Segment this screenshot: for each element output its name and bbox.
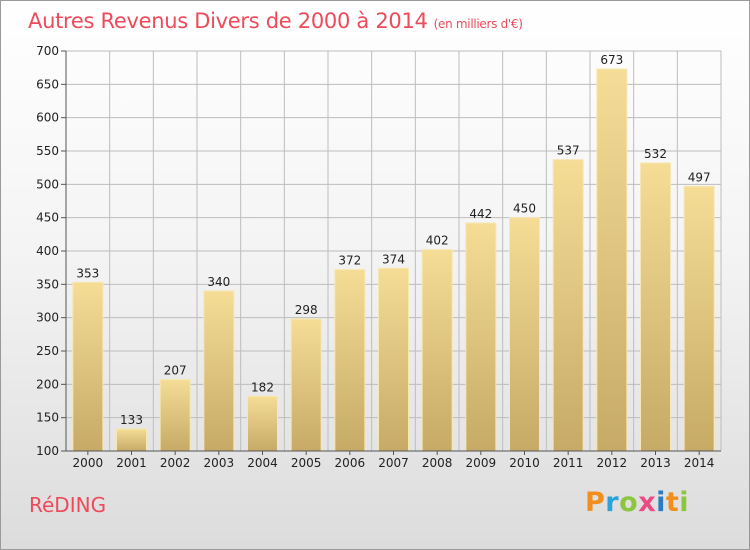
data-label: 374 [382, 252, 405, 266]
data-label: 182 [251, 380, 274, 394]
y-tick-label: 650 [36, 77, 59, 91]
bar-2002[interactable] [159, 379, 191, 452]
commune-name: RéDING [29, 493, 107, 517]
logo-letter: i [656, 487, 666, 518]
x-tick-label: 2013 [640, 456, 671, 470]
y-tick-label: 350 [36, 277, 59, 291]
data-label: 532 [644, 147, 667, 161]
bar-2011[interactable] [552, 159, 584, 452]
x-tick-label: 2003 [204, 456, 235, 470]
data-label: 402 [426, 234, 449, 248]
data-label: 537 [557, 144, 580, 158]
y-tick-label: 250 [36, 344, 59, 358]
x-tick-label: 2001 [116, 456, 147, 470]
x-tick-label: 2012 [597, 456, 628, 470]
data-label: 133 [120, 413, 143, 427]
bar-2005[interactable] [290, 318, 322, 452]
bar-2009[interactable] [465, 222, 497, 452]
bar-2013[interactable] [640, 162, 671, 452]
data-label: 497 [688, 170, 711, 184]
x-tick-label: 2009 [466, 456, 497, 470]
bar-2007[interactable] [378, 267, 409, 452]
y-tick-label: 200 [36, 377, 59, 391]
bar-2004[interactable] [247, 395, 278, 452]
x-tick-label: 2010 [509, 456, 540, 470]
data-label: 340 [207, 275, 230, 289]
logo-letter: x [638, 487, 657, 518]
y-tick-label: 700 [36, 44, 59, 58]
data-label: 353 [76, 266, 99, 280]
x-tick-label: 2007 [378, 456, 409, 470]
bar-2008[interactable] [421, 249, 453, 452]
bar-2014[interactable] [683, 185, 715, 452]
data-label: 442 [469, 207, 492, 221]
x-tick-label: 2011 [553, 456, 584, 470]
y-tick-label: 150 [36, 411, 59, 425]
y-tick-label: 450 [36, 211, 59, 225]
bar-2003[interactable] [203, 290, 235, 452]
data-label: 298 [295, 303, 318, 317]
y-tick-label: 600 [36, 111, 59, 125]
x-tick-label: 2014 [684, 456, 715, 470]
bar-2001[interactable] [116, 428, 147, 452]
logo-letter: o [619, 487, 639, 518]
bar-2012[interactable] [596, 68, 628, 452]
logo-letter: P [585, 487, 606, 518]
x-tick-label: 2004 [247, 456, 278, 470]
bar-2000[interactable] [72, 281, 104, 452]
x-tick-label: 2000 [73, 456, 104, 470]
bar-2006[interactable] [334, 269, 366, 452]
logo-letter: r [605, 487, 620, 518]
y-tick-label: 550 [36, 144, 59, 158]
bar-2010[interactable] [509, 217, 540, 452]
data-label: 372 [338, 254, 361, 268]
data-label: 673 [600, 53, 623, 67]
proxiti-logo[interactable]: Proxiti [585, 487, 689, 518]
data-label: 207 [164, 364, 187, 378]
y-tick-label: 100 [36, 444, 59, 458]
y-tick-label: 500 [36, 177, 59, 191]
y-tick-label: 300 [36, 311, 59, 325]
logo-letter: t [665, 487, 680, 518]
x-tick-label: 2006 [335, 456, 366, 470]
x-tick-label: 2002 [160, 456, 191, 470]
x-tick-label: 2008 [422, 456, 453, 470]
chart-subtitle: (en milliers d'€) [433, 17, 523, 31]
data-label: 450 [513, 202, 536, 216]
chart-title: Autres Revenus Divers de 2000 à 2014 (en … [28, 9, 523, 33]
x-tick-label: 2005 [291, 456, 322, 470]
y-tick-label: 400 [36, 244, 59, 258]
logo-letter: i [679, 487, 690, 518]
